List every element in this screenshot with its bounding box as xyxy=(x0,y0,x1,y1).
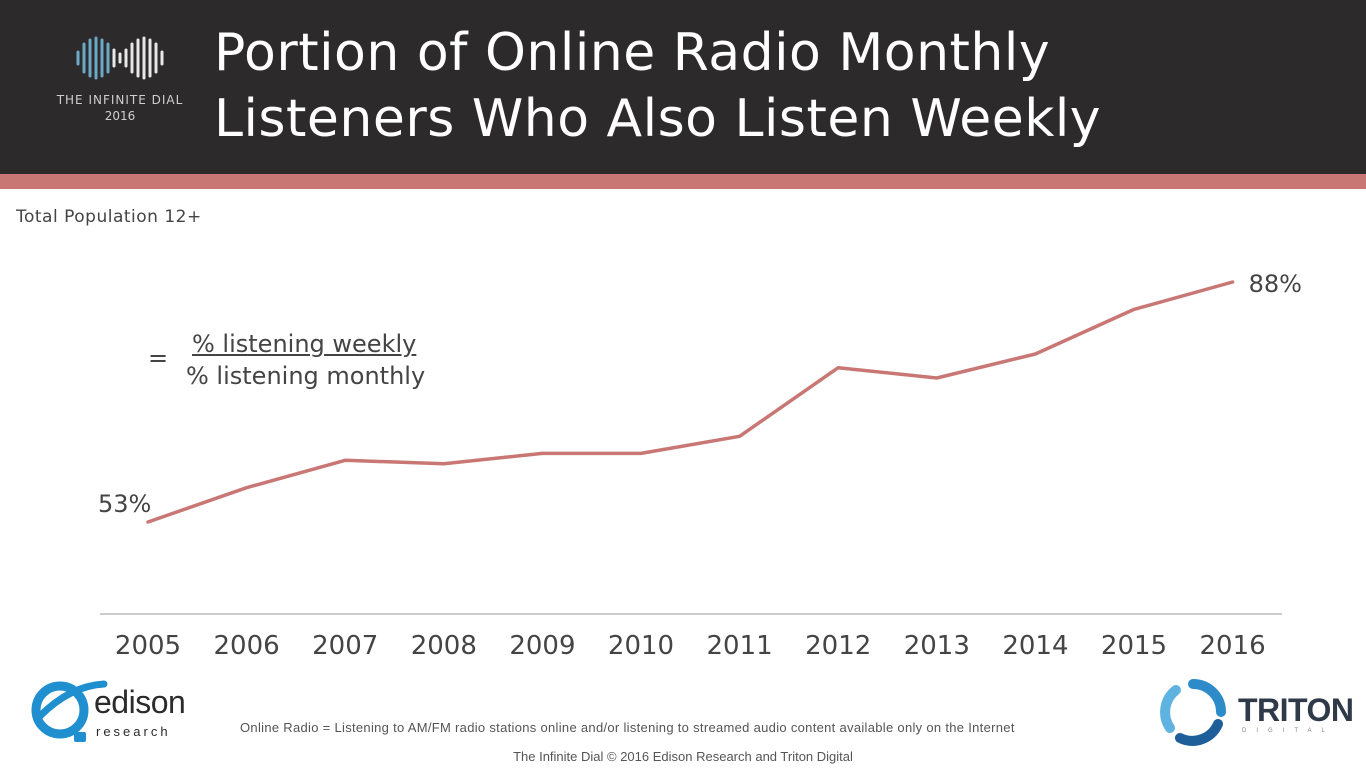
data-point-2012 xyxy=(836,366,840,370)
data-point-2006 xyxy=(245,486,249,490)
x-tick-label: 2013 xyxy=(904,631,970,661)
title-line-2: Listeners Who Also Listen Weekly xyxy=(214,89,1102,149)
triton-digital-logo: TRITON DIGITAL xyxy=(1158,678,1354,748)
series-line xyxy=(146,280,1235,524)
data-point-2005 xyxy=(146,520,150,524)
x-tick-label: 2008 xyxy=(411,631,477,661)
chart-subtitle: Total Population 12+ xyxy=(16,207,202,227)
data-point-2015 xyxy=(1132,307,1136,311)
page-title: Portion of Online Radio Monthly Listener… xyxy=(214,20,1334,152)
brand-name: THE INFINITE DIAL xyxy=(56,93,184,107)
data-point-2007 xyxy=(343,458,347,462)
x-tick-label: 2006 xyxy=(214,631,280,661)
x-tick-label: 2010 xyxy=(608,631,674,661)
edison-bulb-icon xyxy=(31,680,108,742)
infinity-icon xyxy=(76,36,164,80)
x-tick-label: 2015 xyxy=(1101,631,1167,661)
x-tick-label: 2012 xyxy=(805,631,871,661)
triton-subtitle: DIGITAL xyxy=(1242,728,1335,734)
edison-subtitle: research xyxy=(96,724,171,739)
infinite-dial-logo: THE INFINITE DIAL 2016 xyxy=(40,30,200,124)
data-label: 53% xyxy=(98,490,151,518)
triton-mark-icon xyxy=(1160,679,1226,746)
line-chart: 2005 2006 2007 2008 2009 2010 2011 2012 2013 2014… xyxy=(98,270,1302,661)
x-tick-label: 2016 xyxy=(1200,631,1266,661)
formula-numerator: % listening weekly xyxy=(192,330,417,358)
data-point-2016 xyxy=(1231,280,1235,284)
footnote: Online Radio = Listening to AM/FM radio … xyxy=(240,720,1015,735)
formula-denominator: % listening monthly xyxy=(186,362,426,390)
brand-year: 2016 xyxy=(104,109,136,123)
data-point-2008 xyxy=(442,462,446,466)
triton-wordmark: TRITON xyxy=(1238,692,1354,728)
data-label: 88% xyxy=(1249,270,1302,298)
x-tick-label: 2014 xyxy=(1002,631,1068,661)
data-point-2010 xyxy=(639,451,643,455)
data-point-2011 xyxy=(738,434,742,438)
x-tick-label: 2007 xyxy=(312,631,378,661)
header-banner: THE INFINITE DIAL 2016 Portion of Online… xyxy=(0,0,1366,174)
accent-bar xyxy=(0,174,1366,189)
edison-research-logo: edison research xyxy=(30,676,210,746)
x-tick-label: 2005 xyxy=(115,631,181,661)
data-point-2014 xyxy=(1033,352,1037,356)
data-point-2009 xyxy=(540,451,544,455)
edison-wordmark: edison xyxy=(94,684,186,720)
copyright: The Infinite Dial © 2016 Edison Research… xyxy=(513,749,853,764)
x-tick-label: 2009 xyxy=(509,631,575,661)
formula-equals: = xyxy=(148,344,169,372)
title-line-1: Portion of Online Radio Monthly xyxy=(214,23,1051,83)
x-tick-label: 2011 xyxy=(707,631,773,661)
data-point-2013 xyxy=(935,376,939,380)
